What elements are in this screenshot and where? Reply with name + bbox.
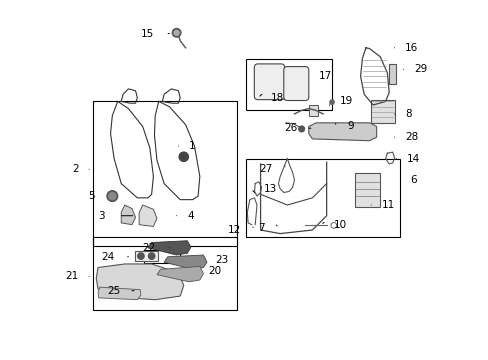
Text: 20: 20 bbox=[207, 266, 221, 276]
Text: 15: 15 bbox=[141, 28, 154, 39]
Polygon shape bbox=[139, 205, 157, 226]
Text: 4: 4 bbox=[187, 211, 194, 221]
Circle shape bbox=[174, 30, 179, 35]
Polygon shape bbox=[308, 123, 376, 141]
Text: 12: 12 bbox=[227, 225, 241, 235]
Text: 29: 29 bbox=[413, 64, 427, 74]
Text: 18: 18 bbox=[271, 93, 284, 103]
Circle shape bbox=[329, 100, 333, 104]
Polygon shape bbox=[148, 241, 190, 255]
Text: 23: 23 bbox=[215, 255, 228, 265]
Text: 11: 11 bbox=[381, 200, 394, 210]
Text: 14: 14 bbox=[406, 154, 419, 163]
Bar bbox=[93, 237, 237, 310]
Text: 13: 13 bbox=[264, 184, 277, 194]
Text: 16: 16 bbox=[405, 43, 418, 53]
Bar bbox=[388, 64, 395, 84]
Bar bbox=[93, 102, 237, 246]
Text: 1: 1 bbox=[189, 141, 195, 151]
Polygon shape bbox=[157, 266, 203, 282]
Bar bbox=[246, 59, 331, 111]
Bar bbox=[135, 251, 158, 261]
Text: 21: 21 bbox=[65, 271, 78, 282]
Text: 2: 2 bbox=[72, 164, 78, 174]
Text: 22: 22 bbox=[142, 243, 156, 253]
Text: 27: 27 bbox=[259, 164, 272, 174]
Text: 25: 25 bbox=[107, 286, 121, 296]
FancyBboxPatch shape bbox=[254, 64, 284, 100]
Circle shape bbox=[108, 193, 116, 200]
Text: 28: 28 bbox=[405, 132, 418, 142]
Text: 6: 6 bbox=[410, 175, 416, 185]
Text: 5: 5 bbox=[88, 191, 94, 201]
Circle shape bbox=[107, 191, 118, 202]
Polygon shape bbox=[121, 205, 135, 225]
Circle shape bbox=[148, 253, 155, 259]
Polygon shape bbox=[164, 255, 206, 269]
Circle shape bbox=[172, 28, 181, 37]
Bar bbox=[308, 105, 317, 116]
Text: 19: 19 bbox=[340, 96, 353, 107]
Bar bbox=[370, 100, 394, 123]
Text: 9: 9 bbox=[346, 121, 353, 131]
Bar bbox=[144, 249, 180, 263]
Text: 17: 17 bbox=[318, 71, 331, 81]
Text: 8: 8 bbox=[405, 109, 411, 119]
Polygon shape bbox=[96, 264, 183, 300]
Circle shape bbox=[179, 152, 188, 161]
Circle shape bbox=[138, 253, 144, 259]
Bar bbox=[246, 158, 399, 237]
Polygon shape bbox=[98, 287, 141, 300]
FancyBboxPatch shape bbox=[283, 67, 308, 100]
Text: 24: 24 bbox=[101, 252, 114, 262]
Text: 7: 7 bbox=[258, 223, 264, 233]
Text: 26: 26 bbox=[284, 123, 297, 133]
Bar bbox=[354, 173, 380, 207]
Text: 10: 10 bbox=[333, 220, 346, 230]
Text: 3: 3 bbox=[99, 211, 105, 221]
Circle shape bbox=[298, 126, 304, 132]
